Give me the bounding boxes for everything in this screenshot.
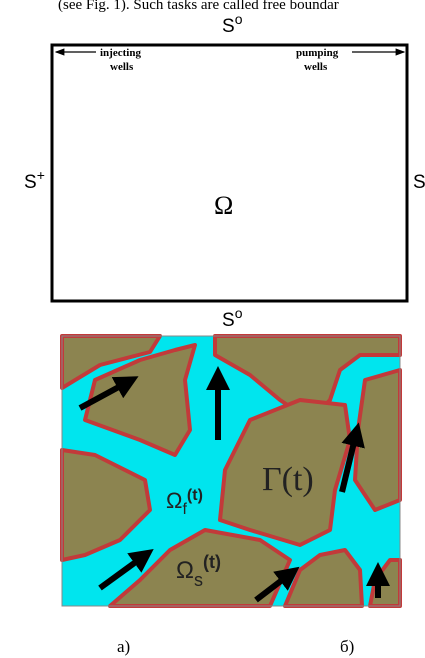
label-base: S	[222, 310, 235, 331]
label-sup: o	[235, 11, 243, 27]
caption-b: б)	[340, 637, 354, 656]
label-sup: o	[235, 305, 243, 321]
label-base: S	[24, 172, 37, 193]
figure: (see Fig. 1). Such tasks are called free…	[0, 0, 425, 658]
domain-box	[52, 45, 407, 301]
label-base: S	[222, 16, 235, 37]
pumping-label: wells	[304, 61, 328, 73]
label-base: Ω	[166, 488, 182, 513]
injecting-label: injecting	[100, 47, 141, 59]
label-sup: +	[37, 167, 45, 183]
label-base: S	[413, 172, 425, 193]
grain	[355, 370, 400, 510]
pore-image	[62, 336, 400, 606]
label-sub: s	[194, 570, 203, 590]
bottom-boundary-label: So	[222, 305, 243, 331]
left-boundary-label: S+	[24, 167, 45, 193]
injecting-label: wells	[110, 61, 134, 73]
interface-label: Γ(t)	[262, 461, 314, 498]
caption-a: a)	[117, 637, 130, 656]
pumping-label: pumping	[296, 47, 339, 59]
body-text: (see Fig. 1). Such tasks are called free…	[58, 0, 339, 13]
top-boundary-label: So	[222, 11, 243, 37]
page: (see Fig. 1). Such tasks are called free…	[0, 0, 425, 658]
label-sup: (t)	[187, 487, 203, 504]
right-boundary-label: S	[413, 172, 425, 193]
domain-label: Ω	[214, 191, 233, 220]
label-base: Ω	[176, 557, 194, 584]
label-sup: (t)	[203, 552, 221, 572]
